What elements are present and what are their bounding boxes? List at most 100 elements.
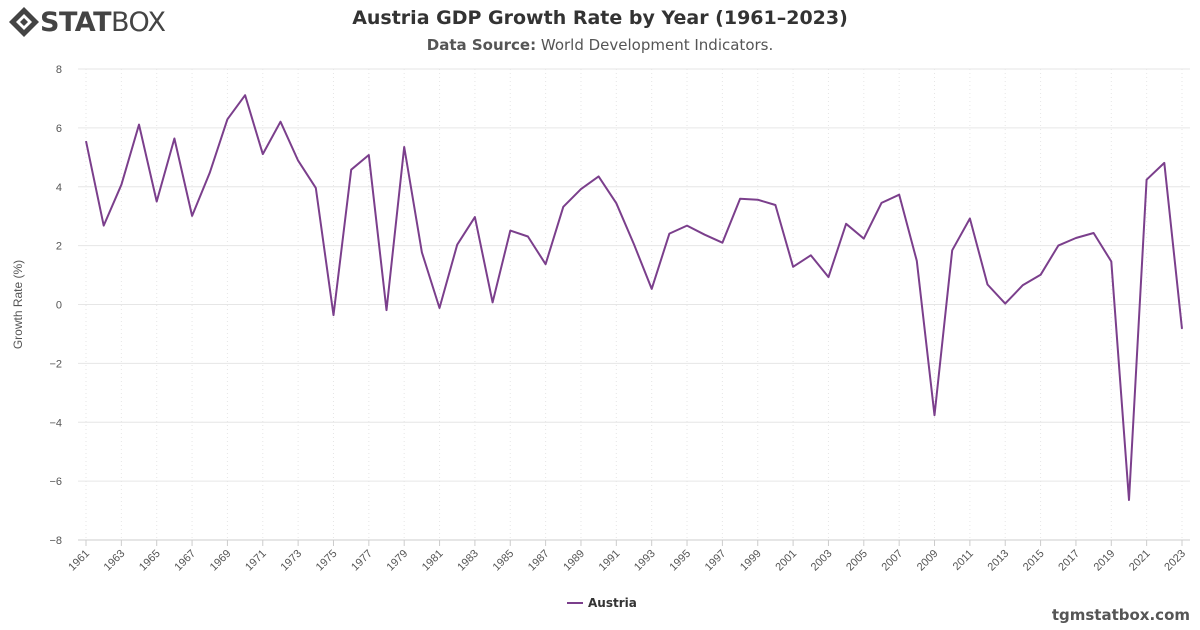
data-point[interactable] — [843, 221, 849, 227]
x-tick-label: 1985 — [491, 548, 517, 574]
data-point[interactable] — [330, 312, 336, 318]
data-point[interactable] — [1091, 230, 1097, 236]
y-tick-label: 8 — [56, 64, 62, 76]
data-point[interactable] — [808, 252, 814, 258]
data-point[interactable] — [1002, 301, 1008, 307]
data-point[interactable] — [1038, 272, 1044, 278]
x-tick-label: 1979 — [385, 548, 411, 574]
source-value: World Development Indicators. — [540, 36, 774, 54]
data-point[interactable] — [861, 236, 867, 242]
x-tick-label: 1989 — [561, 548, 587, 574]
x-tick-label: 2015 — [1021, 548, 1047, 574]
data-point[interactable] — [790, 264, 796, 270]
data-point[interactable] — [171, 135, 177, 141]
data-point[interactable] — [207, 170, 213, 176]
data-point[interactable] — [1020, 282, 1026, 288]
data-point[interactable] — [437, 305, 443, 311]
data-point[interactable] — [525, 233, 531, 239]
data-point[interactable] — [1144, 177, 1150, 183]
series-layer — [83, 92, 1185, 503]
data-point[interactable] — [83, 138, 89, 144]
y-tick-label: −6 — [49, 476, 62, 488]
y-tick-label: 4 — [56, 182, 62, 194]
data-point[interactable] — [702, 232, 708, 238]
data-point[interactable] — [189, 213, 195, 219]
legend-label[interactable]: Austria — [588, 596, 637, 610]
data-point[interactable] — [1055, 243, 1061, 249]
data-point[interactable] — [684, 223, 690, 229]
y-tick-label: 2 — [56, 241, 62, 253]
x-tick-label: 1999 — [738, 548, 764, 574]
data-point[interactable] — [472, 214, 478, 220]
logo-text-bold: STAT — [40, 6, 111, 38]
x-tick-label: 2001 — [773, 548, 799, 574]
x-tick-label: 1997 — [703, 548, 729, 574]
data-point[interactable] — [772, 202, 778, 208]
data-point[interactable] — [154, 198, 160, 204]
x-tick-label: 2009 — [915, 548, 941, 574]
data-point[interactable] — [914, 258, 920, 264]
data-point[interactable] — [384, 307, 390, 313]
data-point[interactable] — [118, 182, 124, 188]
x-tick-label: 1975 — [314, 548, 340, 574]
data-point[interactable] — [313, 185, 319, 191]
x-tick-label: 2019 — [1092, 548, 1118, 574]
data-point[interactable] — [507, 228, 513, 234]
data-point[interactable] — [878, 200, 884, 206]
data-point[interactable] — [1179, 326, 1185, 332]
data-point[interactable] — [1161, 160, 1167, 166]
x-tick-label: 1965 — [137, 548, 163, 574]
data-point[interactable] — [613, 200, 619, 206]
watermark: tgmstatbox.com — [1051, 606, 1190, 624]
x-tick-label: 1987 — [526, 548, 552, 574]
data-point[interactable] — [277, 119, 283, 125]
data-point[interactable] — [295, 158, 301, 164]
data-point[interactable] — [1073, 235, 1079, 241]
data-point[interactable] — [596, 173, 602, 179]
logo-diamond-icon — [9, 7, 39, 37]
data-point[interactable] — [896, 192, 902, 198]
data-point[interactable] — [543, 261, 549, 267]
data-point[interactable] — [401, 144, 407, 150]
x-tick-label: 1993 — [632, 548, 658, 574]
chart-subtitle: Data Source: World Development Indicator… — [0, 36, 1200, 54]
data-point[interactable] — [366, 152, 372, 158]
x-tick-label: 1983 — [455, 548, 481, 574]
data-point[interactable] — [454, 242, 460, 248]
x-tick-label: 1967 — [172, 548, 198, 574]
y-tick-label: 0 — [56, 300, 62, 312]
data-point[interactable] — [932, 412, 938, 418]
data-point[interactable] — [224, 116, 230, 122]
data-point[interactable] — [649, 286, 655, 292]
x-tick-label: 1977 — [349, 548, 375, 574]
series-line-austria — [85, 94, 1183, 501]
data-point[interactable] — [737, 196, 743, 202]
data-point[interactable] — [985, 281, 991, 287]
data-point[interactable] — [631, 241, 637, 247]
data-point[interactable] — [755, 197, 761, 203]
x-tick-label: 1963 — [102, 548, 128, 574]
data-point[interactable] — [560, 204, 566, 210]
data-point[interactable] — [490, 299, 496, 305]
data-point[interactable] — [719, 240, 725, 246]
data-point[interactable] — [1126, 497, 1132, 503]
data-point[interactable] — [242, 92, 248, 98]
data-point[interactable] — [578, 186, 584, 192]
x-tick-label: 2021 — [1127, 548, 1153, 574]
data-point[interactable] — [1108, 259, 1114, 265]
x-tick-label: 2005 — [844, 548, 870, 574]
data-point[interactable] — [967, 216, 973, 222]
data-point[interactable] — [260, 151, 266, 157]
x-tick-label: 2007 — [879, 548, 905, 574]
data-point[interactable] — [101, 223, 107, 229]
x-tick-label: 1981 — [420, 548, 446, 574]
legend[interactable]: Austria — [567, 596, 637, 610]
x-tick-label: 2017 — [1056, 548, 1082, 574]
data-point[interactable] — [419, 249, 425, 255]
data-point[interactable] — [348, 167, 354, 173]
data-point[interactable] — [949, 247, 955, 253]
data-point[interactable] — [666, 231, 672, 237]
data-point[interactable] — [825, 274, 831, 280]
data-point[interactable] — [136, 122, 142, 128]
